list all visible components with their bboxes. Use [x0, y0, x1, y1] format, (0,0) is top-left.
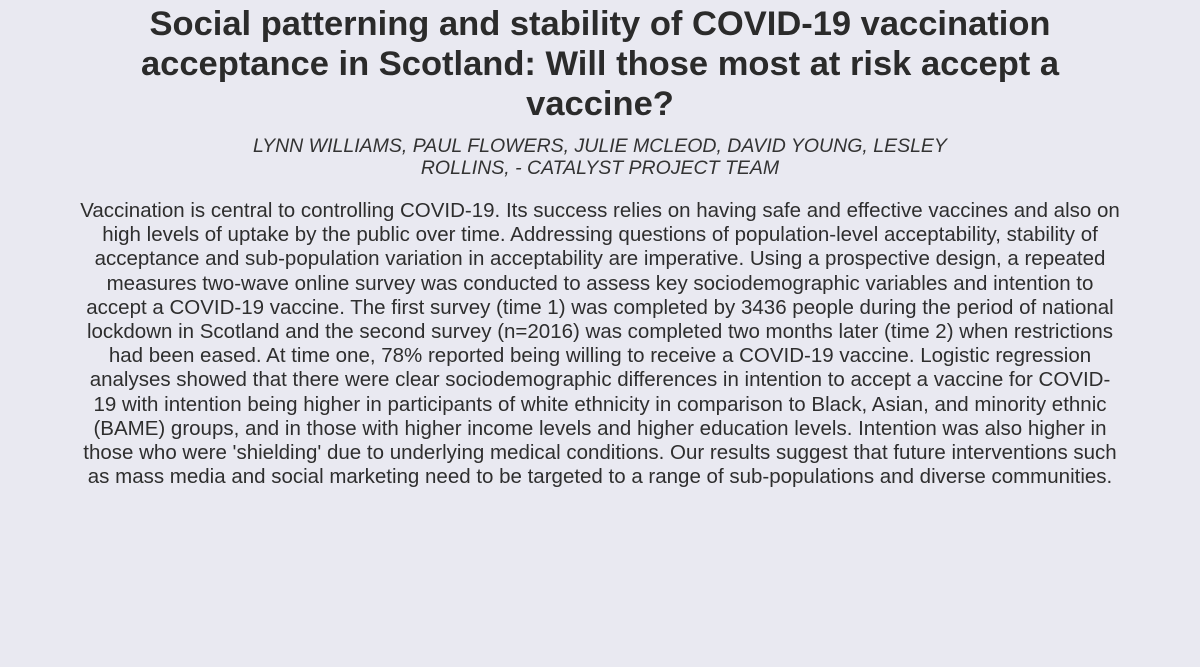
paper-title: Social patterning and stability of COVID… — [140, 5, 1060, 123]
abstract-text: Vaccination is central to controlling CO… — [80, 199, 1120, 489]
author-list: LYNN WILLIAMS, PAUL FLOWERS, JULIE MCLEO… — [253, 135, 947, 179]
